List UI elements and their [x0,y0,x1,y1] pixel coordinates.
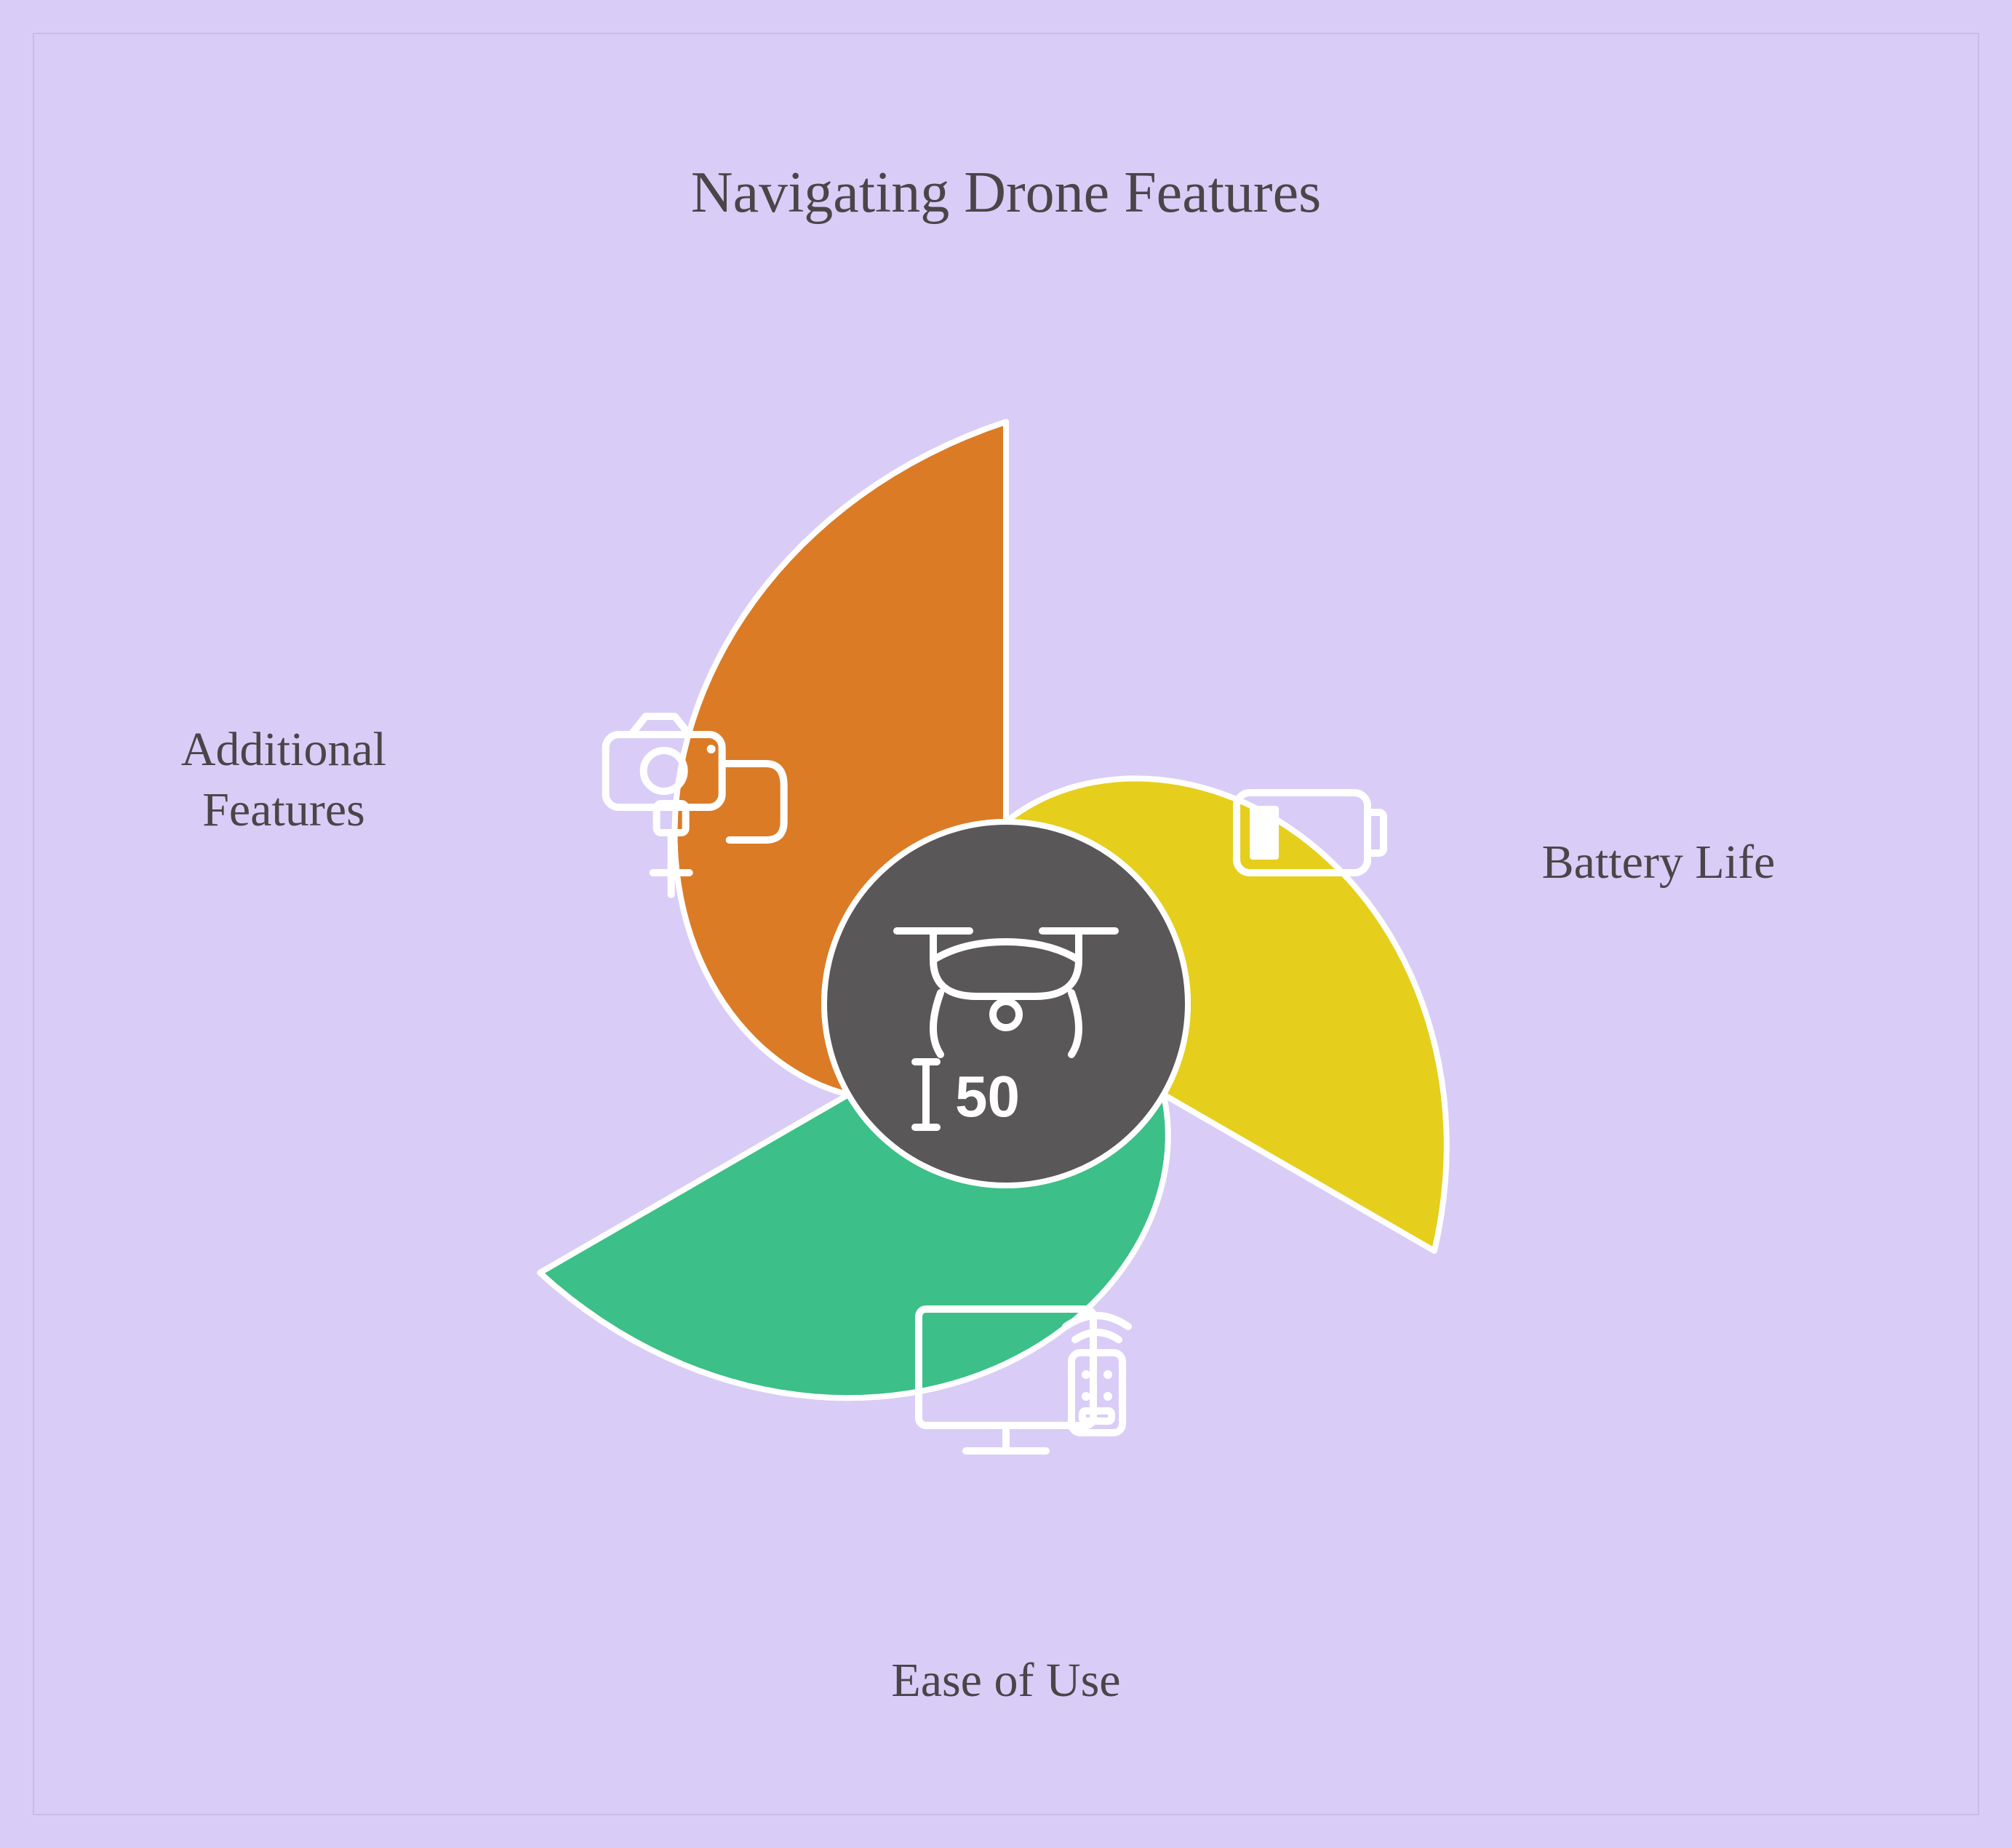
radial-chart: 50 [0,0,2012,1848]
label-ease-of-use: Ease of Use [788,1651,1224,1711]
canvas: Navigating Drone Features 50 Battery Lif… [0,0,2012,1848]
center-value: 50 [955,1064,1020,1129]
label-battery-life: Battery Life [1440,833,1877,893]
label-additional-features: Additional Features [65,720,502,840]
